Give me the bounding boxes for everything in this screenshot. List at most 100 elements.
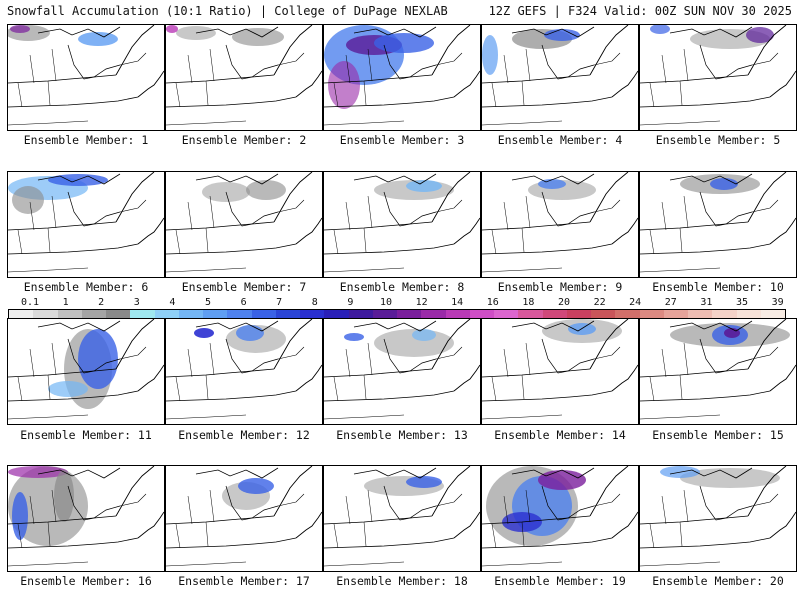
- colorbar-tick-label: 3: [133, 297, 140, 308]
- colorbar-swatch: [203, 310, 228, 318]
- colorbar-swatch: [33, 310, 58, 318]
- colorbar-tick-label: 22: [593, 297, 606, 308]
- ensemble-member-label: Ensemble Member: 15: [652, 428, 784, 442]
- colorbar-swatch: [324, 310, 349, 318]
- ensemble-member-map: [7, 24, 165, 131]
- colorbar-swatch: [130, 310, 155, 318]
- colorbar-swatch: [300, 310, 325, 318]
- colorbar-tick-label: 10: [379, 297, 393, 308]
- snowfall-map: [324, 466, 480, 567]
- colorbar-swatch: [397, 310, 422, 318]
- colorbar-tick-label: 20: [557, 297, 571, 308]
- ensemble-member-map: [481, 318, 639, 425]
- colorbar-swatch: [251, 310, 276, 318]
- colorbar-swatch: [57, 310, 82, 318]
- colorbar-tick-label: 5: [204, 297, 212, 308]
- colorbar-tick-label: 7: [276, 297, 283, 308]
- snowfall-map: [640, 319, 796, 420]
- ensemble-member-label: Ensemble Member: 11: [20, 428, 152, 442]
- colorbar-tick-label: 14: [451, 297, 464, 308]
- colorbar-swatch: [469, 310, 494, 318]
- ensemble-member-map: [7, 171, 165, 278]
- colorbar-tick-label: 1: [62, 297, 69, 308]
- colorbar-tick-label: 4: [169, 297, 176, 308]
- colorbar-tick-label: 18: [522, 297, 535, 308]
- colorbar-swatch: [154, 310, 179, 318]
- snowfall-map: [640, 172, 796, 273]
- ensemble-member-label: Ensemble Member: 10: [652, 280, 784, 294]
- ensemble-member-label: Ensemble Member: 20: [652, 574, 784, 588]
- colorbar-tick-label: 31: [700, 297, 713, 308]
- ensemble-member-map: [639, 24, 797, 131]
- ensemble-member-map: [323, 318, 481, 425]
- colorbar-swatch: [591, 310, 616, 318]
- ensemble-member-label: Ensemble Member: 13: [336, 428, 468, 442]
- colorbar-tick-label: 24: [629, 297, 642, 308]
- ensemble-member-map: [165, 171, 323, 278]
- colorbar-tick-label: 9: [347, 297, 354, 308]
- ensemble-member-map: [165, 318, 323, 425]
- colorbar-swatch: [372, 310, 397, 318]
- snowfall-map: [482, 25, 638, 126]
- colorbar-tick-label: 2: [98, 297, 105, 308]
- ensemble-member-label: Ensemble Member: 7: [181, 280, 307, 294]
- ensemble-member-map: [323, 465, 481, 572]
- snowfall-map: [324, 319, 480, 420]
- ensemble-member-label: Ensemble Member: 4: [497, 133, 623, 147]
- colorbar-swatch: [9, 310, 34, 318]
- ensemble-member-map: [639, 171, 797, 278]
- ensemble-member-map: [323, 171, 481, 278]
- ensemble-member-map: [165, 24, 323, 131]
- colorbar-swatch: [566, 310, 591, 318]
- colorbar-tick-label: 12: [415, 297, 428, 308]
- map-title: Snowfall Accumulation (10:1 Ratio) | Col…: [7, 4, 448, 18]
- snowfall-map: [166, 319, 322, 420]
- ensemble-member-label: Ensemble Member: 12: [178, 428, 310, 442]
- snowfall-map: [166, 25, 322, 126]
- ensemble-member-label: Ensemble Member: 8: [339, 280, 465, 294]
- snowfall-map: [8, 25, 164, 126]
- colorbar-tick-label: 6: [240, 297, 247, 308]
- ensemble-member-label: Ensemble Member: 2: [181, 133, 307, 147]
- snowfall-map: [482, 319, 638, 420]
- colorbar-tick-label: 16: [486, 297, 499, 308]
- snowfall-map: [482, 466, 638, 567]
- colorbar-swatch: [227, 310, 252, 318]
- ensemble-member-map: [481, 24, 639, 131]
- colorbar-swatch: [106, 310, 131, 318]
- colorbar-swatch: [518, 310, 543, 318]
- colorbar-swatch: [688, 310, 713, 318]
- ensemble-member-label: Ensemble Member: 5: [655, 133, 781, 147]
- snowfall-map: [482, 172, 638, 273]
- colorbar-tick-label: 39: [771, 297, 784, 308]
- colorbar-tick-labels: 0.1 1 2 3 4 5 6 7 8 9 10 12 14 16 18 20 22 24 27 31 35 39: [8, 297, 786, 309]
- ensemble-member-label: Ensemble Member: 1: [23, 133, 149, 147]
- colorbar-swatch: [81, 310, 106, 318]
- ensemble-member-label: Ensemble Member: 3: [339, 133, 465, 147]
- colorbar-swatch: [736, 310, 761, 318]
- snowfall-map: [8, 172, 164, 273]
- snowfall-map: [640, 466, 796, 567]
- colorbar-swatch: [421, 310, 446, 318]
- colorbar-swatch: [542, 310, 567, 318]
- colorbar-swatch: [178, 310, 203, 318]
- ensemble-member-map: [323, 24, 481, 131]
- ensemble-member-label: Ensemble Member: 6: [23, 280, 149, 294]
- colorbar-tick-label: 8: [311, 297, 318, 308]
- colorbar-swatch: [663, 310, 688, 318]
- colorbar-swatch: [712, 310, 737, 318]
- snowfall-map: [166, 466, 322, 567]
- snowfall-map: [324, 172, 480, 273]
- colorbar-swatch: [639, 310, 664, 318]
- ensemble-member-map: [481, 465, 639, 572]
- ensemble-member-map: [7, 318, 165, 425]
- colorbar-swatch: [760, 310, 785, 318]
- ensemble-member-label: Ensemble Member: 17: [178, 574, 310, 588]
- ensemble-member-label: Ensemble Member: 14: [494, 428, 626, 442]
- snowfall-map: [640, 25, 796, 126]
- colorbar-tick-label: 0.1: [20, 297, 40, 308]
- snowfall-map: [8, 319, 164, 420]
- ensemble-member-label: Ensemble Member: 9: [497, 280, 623, 294]
- snowfall-map: [8, 466, 164, 567]
- colorbar-tick-label: 27: [664, 297, 677, 308]
